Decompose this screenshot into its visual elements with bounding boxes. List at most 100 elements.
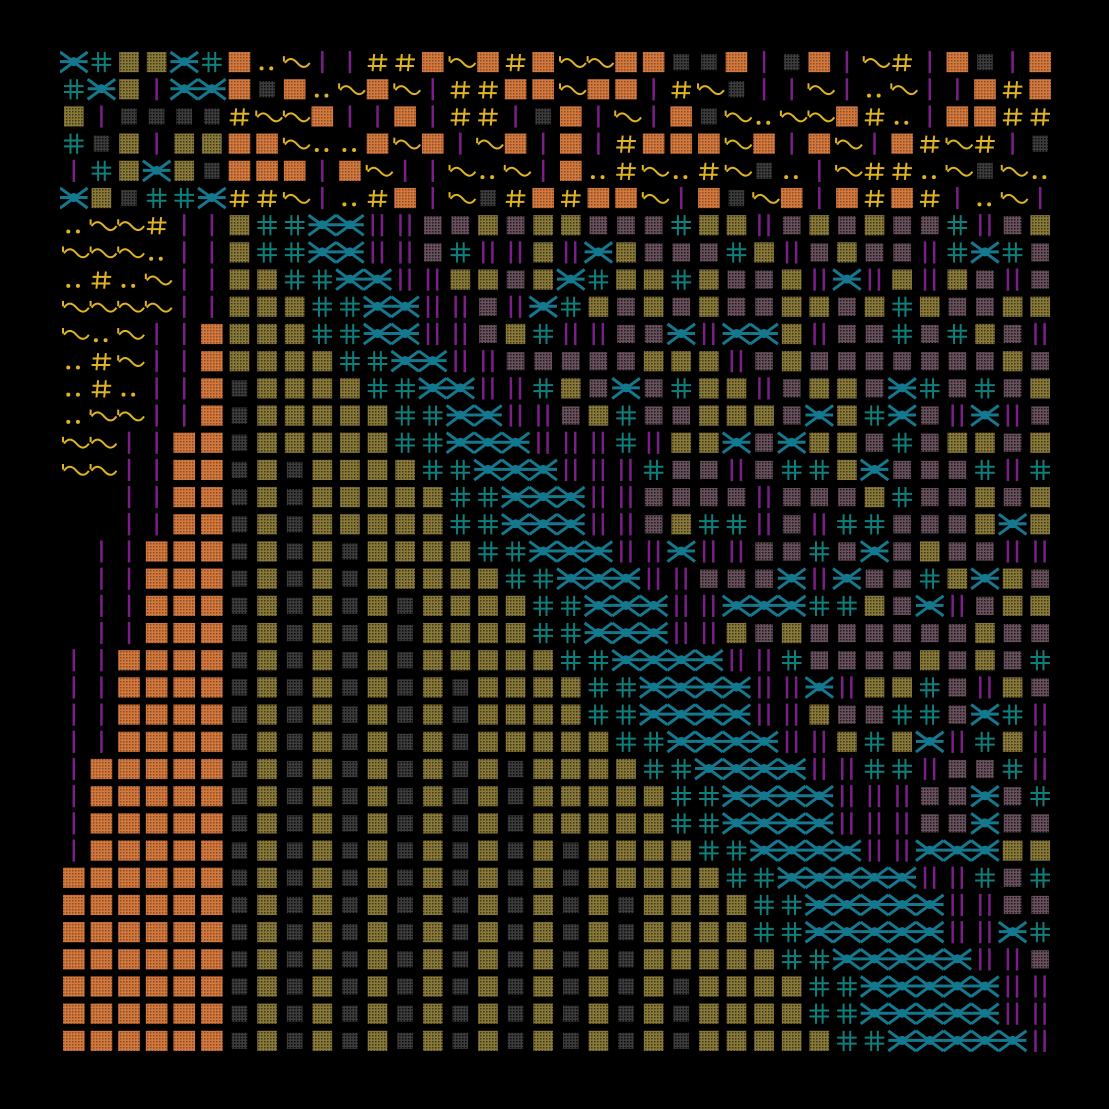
- olive-dot-block: [367, 840, 388, 861]
- copper-block: [63, 1030, 85, 1051]
- dot-block: [507, 842, 524, 859]
- dot-block: [838, 352, 856, 371]
- gold-dots: [922, 175, 936, 180]
- copper-block: [201, 622, 223, 644]
- purple-bar: [979, 893, 991, 917]
- gold-tilde: [724, 110, 753, 123]
- purple-bar: [1034, 975, 1046, 998]
- olive-dot-block: [174, 133, 195, 154]
- purple-bar: [647, 567, 660, 590]
- gold-hash: [505, 53, 526, 72]
- copper-block: [615, 79, 637, 100]
- teal-star: [804, 676, 834, 699]
- olive-dot-block: [257, 1003, 277, 1024]
- copper-block: [173, 840, 196, 861]
- teal-cross: [671, 269, 692, 290]
- olive-dot-block: [699, 432, 719, 453]
- teal-star: [915, 730, 945, 754]
- teal-star: [749, 594, 779, 618]
- teal-star: [887, 377, 917, 400]
- olive-dot-block: [367, 650, 388, 671]
- teal-star: [445, 404, 476, 427]
- olive-dot-block: [119, 160, 139, 181]
- dot-block: [920, 787, 939, 806]
- teal-cross: [1002, 758, 1023, 780]
- dot-block: [893, 651, 911, 670]
- purple-bar: [1006, 458, 1019, 482]
- gold-tilde: [835, 164, 863, 177]
- dot-block: [259, 81, 275, 98]
- teal-cross: [975, 867, 995, 888]
- copper-block: [201, 568, 223, 589]
- olive-dot-block: [478, 568, 498, 589]
- dot-block: [810, 488, 829, 507]
- teal-cross: [450, 487, 471, 508]
- dot-block: [231, 924, 248, 941]
- purple-bar: [840, 676, 853, 699]
- gold-hash: [919, 189, 940, 208]
- olive-dot-block: [643, 296, 664, 317]
- gold-tilde: [89, 436, 118, 449]
- purple-bar: [730, 649, 743, 672]
- olive-dot-block: [726, 405, 747, 426]
- olive-dot-block: [643, 1030, 664, 1051]
- teal-cross: [561, 622, 581, 644]
- olive-dot-block: [284, 378, 305, 399]
- olive-dot-block: [422, 867, 443, 888]
- gold-tilde: [476, 137, 504, 150]
- dot-block: [644, 216, 663, 235]
- olive-dot-block: [754, 242, 774, 263]
- dot-block: [342, 842, 358, 859]
- olive-dot-block: [229, 269, 250, 290]
- teal-cross: [64, 133, 84, 154]
- teal-cross: [809, 976, 830, 997]
- gold-tilde: [1000, 192, 1029, 204]
- olive-dot-block: [671, 894, 692, 916]
- olive-dot-block: [478, 595, 498, 616]
- copper-block: [201, 758, 223, 780]
- olive-dot-block: [367, 786, 388, 807]
- purple-bar: [923, 757, 936, 781]
- copper-block: [173, 514, 196, 535]
- dot-block: [286, 815, 303, 832]
- gold-hash: [367, 189, 388, 208]
- dot-block: [397, 1032, 413, 1049]
- dot-block: [728, 189, 745, 207]
- olive-dot-block: [422, 704, 443, 725]
- olive-dot-block: [422, 487, 443, 508]
- teal-star: [859, 893, 890, 917]
- copper-block: [201, 514, 223, 535]
- olive-dot-block: [533, 731, 553, 752]
- olive-dot-block: [257, 351, 277, 372]
- teal-star: [638, 703, 669, 726]
- dot-block: [728, 81, 745, 98]
- teal-cross: [947, 215, 968, 236]
- copper-block: [256, 133, 278, 154]
- olive-dot-block: [699, 405, 719, 426]
- gold-hash: [616, 135, 636, 153]
- copper-block: [145, 758, 168, 780]
- dot-block: [948, 379, 967, 398]
- teal-cross: [919, 704, 940, 725]
- dot-block: [1031, 352, 1049, 371]
- olive-dot-block: [478, 840, 498, 861]
- copper-block: [201, 405, 223, 426]
- dot-block: [727, 270, 746, 289]
- dot-block: [452, 896, 469, 914]
- dot-block: [286, 652, 303, 669]
- copper-block: [63, 976, 85, 997]
- teal-cross: [643, 459, 664, 481]
- olive-dot-block: [781, 1003, 802, 1024]
- olive-dot-block: [533, 867, 553, 888]
- purple-bar: [702, 540, 715, 563]
- olive-dot-block: [340, 487, 360, 508]
- gold-tilde: [724, 137, 753, 150]
- teal-star: [887, 1002, 917, 1026]
- dot-block: [231, 733, 248, 750]
- dot-block: [93, 135, 110, 152]
- dot-block: [893, 352, 911, 371]
- teal-cross: [892, 296, 912, 317]
- dot-block: [920, 433, 939, 452]
- dot-block: [920, 324, 939, 344]
- dot-block: [231, 760, 248, 778]
